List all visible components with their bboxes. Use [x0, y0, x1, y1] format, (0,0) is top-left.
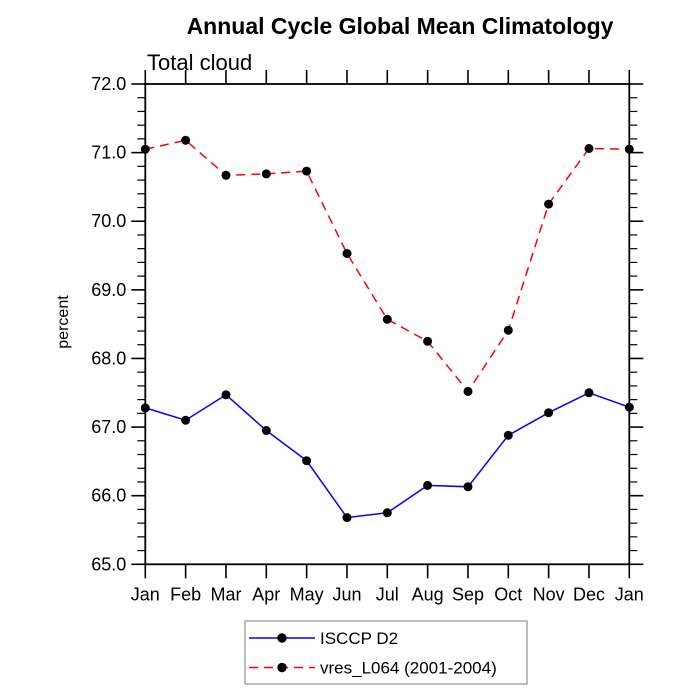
x-tick-label: Jun: [332, 584, 361, 604]
legend-label-0: ISCCP D2: [320, 629, 398, 648]
x-tick-label: Jul: [376, 584, 399, 604]
x-tick-label: Dec: [573, 584, 605, 604]
y-tick-label: 68.0: [91, 348, 126, 368]
series-line-0: [145, 391, 630, 519]
series-0-marker: [302, 456, 312, 466]
chart-title: Annual Cycle Global Mean Climatology: [186, 13, 614, 39]
series-line-1: [145, 139, 630, 393]
x-tick-label: May: [290, 584, 324, 604]
y-tick-label: 67.0: [91, 417, 126, 437]
chart-subtitle: Total cloud: [147, 50, 253, 75]
x-tick-label: Nov: [533, 584, 565, 604]
series-0-marker: [181, 415, 191, 425]
x-tick-label: Oct: [494, 584, 522, 604]
series-1-marker: [302, 166, 312, 176]
x-tick-label: Feb: [170, 584, 201, 604]
y-tick-label: 72.0: [91, 74, 126, 94]
series-1-marker: [181, 135, 191, 145]
x-tick-label: Jan: [615, 584, 644, 604]
series-0-marker: [382, 508, 392, 518]
x-tick-label: Aug: [412, 584, 444, 604]
y-tick-label: 65.0: [91, 554, 126, 574]
series-1-marker: [463, 386, 473, 396]
series-1-marker: [221, 170, 231, 180]
y-tick-label: 69.0: [91, 280, 126, 300]
plot-box: [144, 83, 631, 566]
series-0-marker: [140, 403, 150, 413]
series-1-marker: [382, 314, 392, 324]
series-0-marker: [261, 426, 271, 435]
series-0-marker: [342, 513, 352, 523]
series-1-marker: [503, 325, 513, 335]
series-0-marker: [544, 408, 554, 418]
series-1-marker: [624, 144, 634, 154]
series-1-marker: [544, 199, 554, 209]
series-0-marker: [584, 388, 594, 398]
legend-marker-1: [277, 662, 287, 673]
series-0-marker: [624, 402, 634, 412]
x-tick-label: Apr: [252, 584, 280, 604]
series-1-marker: [261, 169, 271, 179]
series-0-marker: [503, 430, 513, 440]
series-0-marker: [423, 480, 433, 490]
legend-label-1: vres_L064 (2001-2004): [320, 659, 497, 678]
x-tick-label: Jan: [131, 584, 160, 604]
series-0-marker: [463, 482, 473, 492]
series-1-marker: [342, 249, 352, 258]
y-tick-label: 66.0: [91, 486, 126, 506]
series-1-marker: [423, 336, 433, 346]
legend-box: [244, 620, 528, 685]
y-tick-label: 70.0: [91, 211, 126, 231]
x-tick-label: Mar: [210, 584, 241, 604]
x-tick-label: Sep: [452, 584, 484, 604]
series-0-marker: [221, 390, 231, 400]
y-tick-label: 71.0: [91, 143, 126, 163]
series-1-marker: [140, 144, 150, 154]
legend-marker-0: [277, 633, 287, 643]
series-1-marker: [584, 144, 594, 153]
